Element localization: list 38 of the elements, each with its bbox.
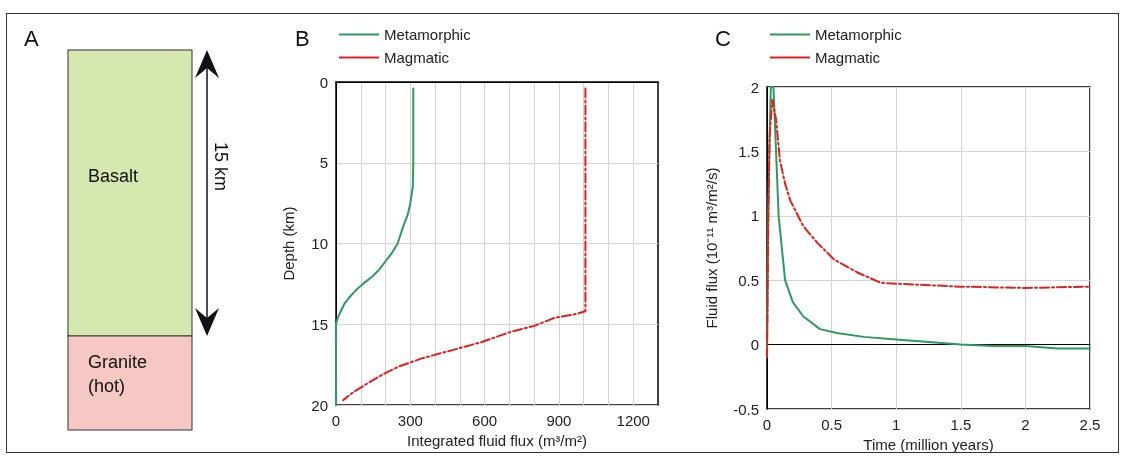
text: Basalt (88, 166, 139, 186)
x-tick-label: 2.5 (1079, 416, 1101, 433)
x-tick-label: 900 (546, 412, 572, 429)
x-tick-label: 0 (331, 412, 341, 429)
chart-title: B (295, 25, 310, 51)
line-series (335, 87, 415, 406)
x-tick-label: 0 (762, 416, 772, 433)
y-tick-label: 20 (311, 396, 328, 414)
y-tick-label: -0.5 (733, 400, 759, 418)
legend-label: Magmatic (815, 49, 881, 66)
text: 15 km (211, 142, 231, 192)
x-tick-label: 600 (472, 412, 498, 429)
y-tick-label: 1.5 (738, 142, 759, 160)
legend-label: Magmatic (384, 49, 450, 66)
y-axis-title: Fluid flux (10⁻¹¹ m³/m²/s) (703, 167, 720, 329)
x-axis-title: Time (million years) (863, 436, 994, 453)
y-tick-label: 15 (311, 315, 328, 333)
x-tick-label: 0.5 (821, 416, 843, 433)
y-tick-label: 1 (750, 207, 759, 225)
legend-label: Metamorphic (815, 26, 903, 43)
y-tick-label: 0 (750, 336, 759, 354)
x-axis-title: Integrated fluid flux (m³/m²) (406, 432, 588, 449)
x-tick-label: 1.5 (950, 416, 972, 433)
x-tick-label: 1200 (616, 412, 650, 429)
y-tick-label: 5 (319, 154, 328, 172)
text: A (24, 26, 39, 51)
x-tick-label: 1 (892, 416, 901, 433)
legend-label: Metamorphic (384, 26, 472, 43)
y-tick-label: 0 (319, 73, 328, 91)
text: Granite (hot) (88, 352, 148, 396)
y-tick-label: 10 (311, 235, 328, 252)
y-axis-title: Depth (km) (280, 206, 297, 281)
y-tick-label: 0.5 (738, 271, 759, 289)
y-tick-label: 2 (750, 78, 759, 96)
x-tick-label: 2 (1021, 416, 1030, 433)
chart-title: C (715, 25, 731, 51)
line-series (342, 87, 587, 402)
x-tick-label: 300 (397, 412, 423, 429)
